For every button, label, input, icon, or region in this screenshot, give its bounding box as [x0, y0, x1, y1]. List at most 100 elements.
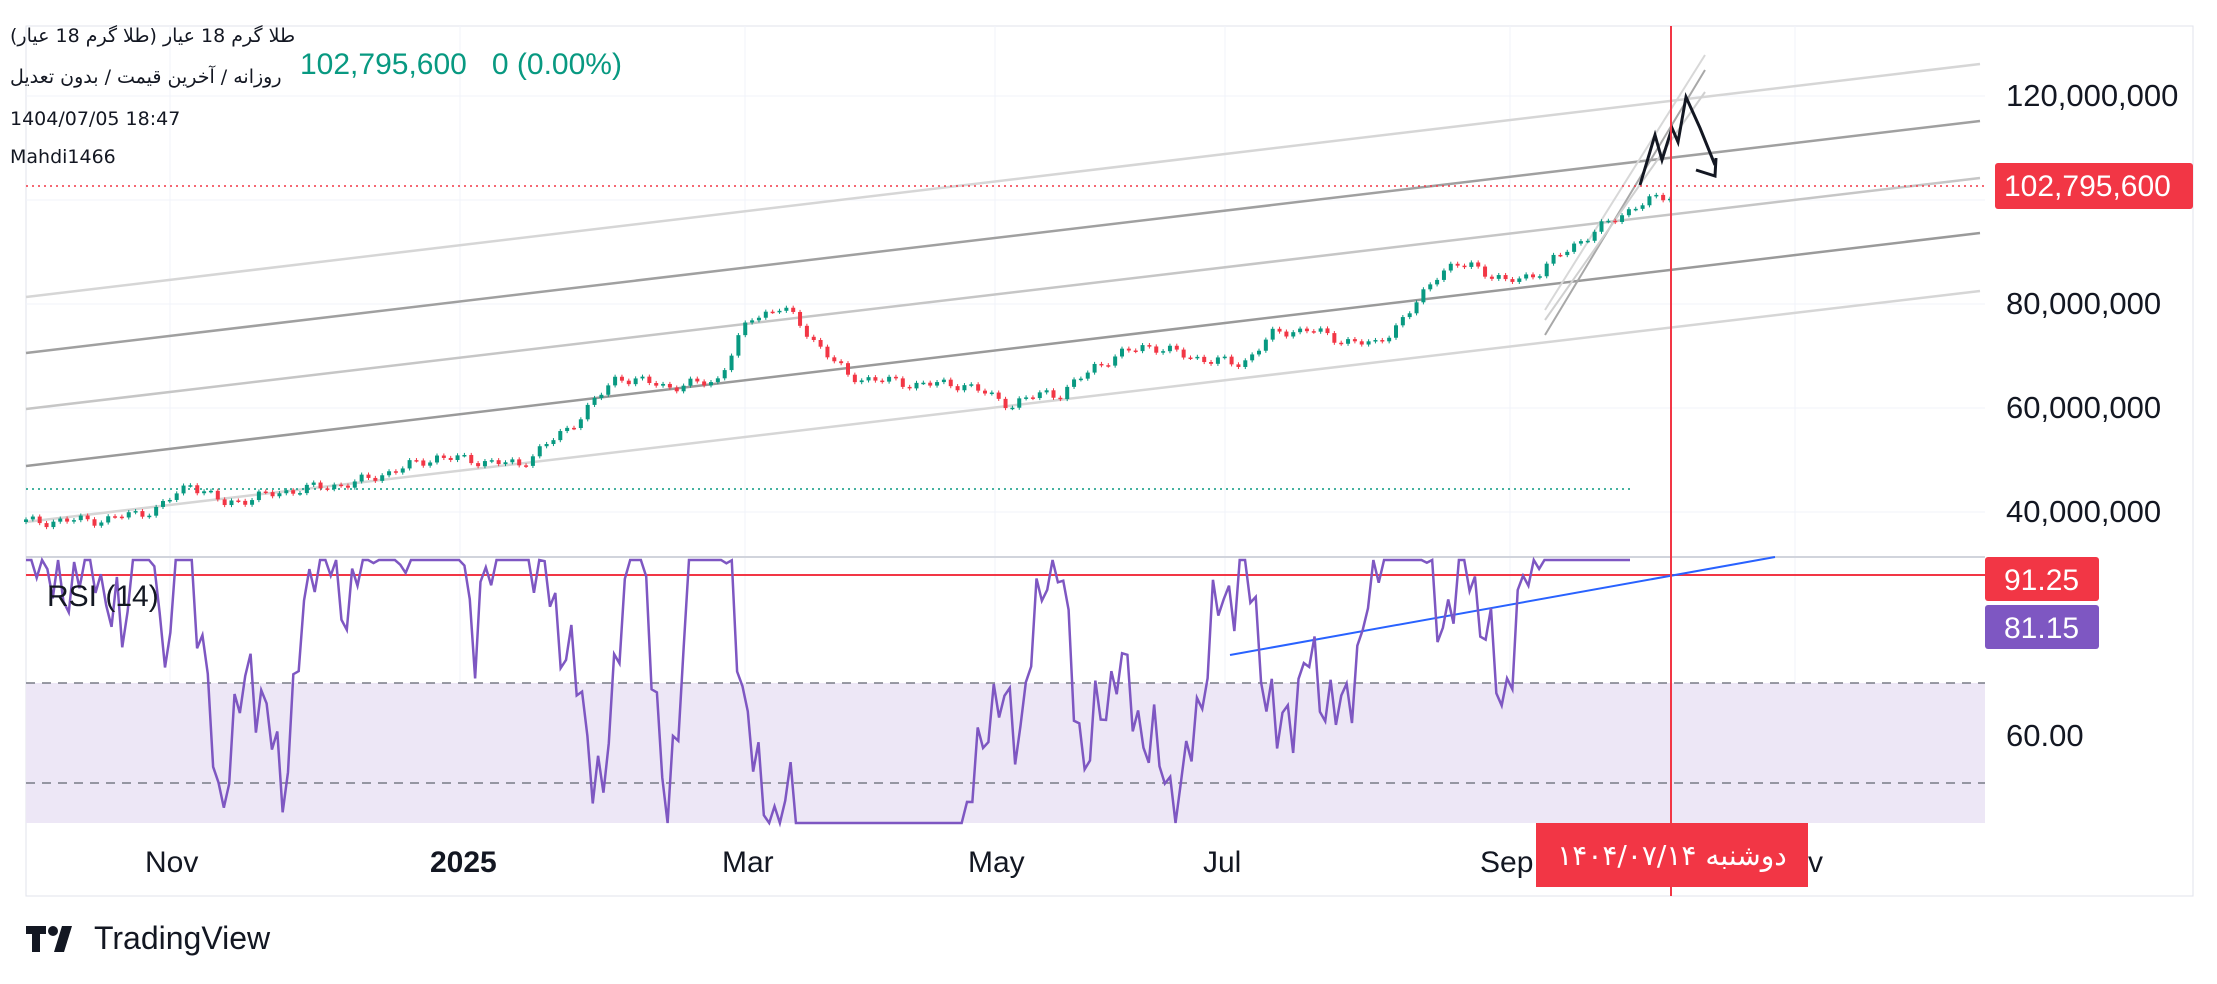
candle-body	[1085, 372, 1090, 379]
tradingview-brand: TradingView	[94, 920, 271, 956]
candle-body	[1647, 196, 1652, 206]
candle-body	[1551, 254, 1556, 264]
channel-upper-outer	[25, 62, 1981, 299]
rsi-title[interactable]: RSI (14)	[47, 580, 159, 613]
candle-body	[517, 459, 522, 466]
candle-body	[215, 490, 220, 500]
channel-middle	[25, 176, 1981, 411]
candle-body	[1311, 331, 1316, 333]
candle-body	[1606, 220, 1611, 223]
candle-body	[345, 485, 350, 488]
candle-body	[1537, 276, 1542, 278]
candle-body	[1517, 278, 1522, 282]
candle-body	[1524, 274, 1529, 279]
candle-body	[1531, 274, 1535, 278]
candle-body	[1469, 262, 1474, 267]
candle-body	[366, 474, 371, 478]
candle-body	[1304, 328, 1309, 332]
candle-body	[44, 523, 49, 528]
current-price-badge	[1995, 163, 2193, 209]
symbol-title[interactable]: طلا گرم 18 عیار (طلا گرم 18 عیار)	[10, 25, 296, 47]
candle-body	[1044, 390, 1049, 393]
candle-body	[1037, 392, 1042, 399]
rsi-current-value: 81.15	[2004, 612, 2079, 645]
candle-body	[1010, 407, 1015, 410]
tradingview-footer[interactable]: TradingView	[26, 920, 270, 957]
candle-body	[71, 520, 76, 522]
candle-body	[126, 512, 131, 518]
candle-body	[715, 378, 720, 383]
candle-body	[1558, 254, 1563, 257]
channel-lower-outer	[25, 289, 1981, 524]
candle-body	[839, 361, 844, 364]
candle-body	[887, 376, 892, 382]
candle-body	[1065, 386, 1070, 400]
candle-body	[208, 490, 213, 493]
candle-body	[1407, 313, 1412, 318]
candle-body	[859, 380, 864, 383]
steep-channel-2	[1544, 69, 1706, 336]
channel-upper	[25, 119, 1981, 355]
candle-body	[256, 491, 261, 501]
chart-frame	[25, 25, 2194, 897]
candle-body	[503, 462, 508, 465]
candle-body	[140, 511, 145, 517]
candle-body	[832, 357, 837, 362]
candle-body	[263, 491, 268, 494]
candle-body	[1489, 276, 1494, 279]
candle-body	[935, 382, 940, 386]
candle-body	[421, 460, 426, 466]
candle-body	[496, 460, 501, 465]
candle-body	[1599, 221, 1604, 232]
candle-body	[1394, 325, 1398, 338]
candle-body	[119, 516, 124, 519]
candle-body	[866, 377, 871, 381]
candle-body	[1435, 279, 1440, 285]
candle-body	[1154, 346, 1159, 353]
rsi-band	[26, 683, 1985, 823]
candle-body	[1476, 262, 1481, 267]
candle-body	[1544, 263, 1549, 277]
candle-body	[1448, 263, 1453, 271]
candle-body	[78, 515, 83, 521]
candle-body	[551, 440, 556, 445]
projection-arrowhead	[1695, 157, 1718, 179]
candle-body	[983, 390, 987, 394]
candle-body	[1661, 194, 1666, 201]
candle-body	[606, 385, 611, 395]
candle-body	[537, 446, 542, 457]
candle-body	[1284, 331, 1289, 337]
candle-body	[1620, 215, 1625, 222]
candle-body	[750, 320, 755, 323]
candle-body	[763, 311, 768, 318]
candle-body	[654, 383, 659, 386]
candle-body	[24, 519, 28, 522]
candle-body	[1092, 363, 1097, 373]
candle-body	[65, 518, 70, 522]
candle-body	[482, 461, 487, 467]
candle-body	[1626, 209, 1631, 216]
candle-body	[387, 471, 392, 476]
candle-body	[626, 380, 631, 385]
candle-body	[222, 499, 227, 506]
candle-body	[30, 516, 35, 520]
candle-body	[1133, 350, 1138, 353]
rsi-crosshair-badge	[1985, 557, 2099, 601]
candle-body	[250, 500, 255, 505]
candle-body	[743, 322, 748, 336]
candle-body	[161, 501, 165, 507]
candle-body	[702, 381, 707, 386]
candle-body	[51, 521, 56, 528]
candle-body	[229, 500, 234, 506]
candle-body	[188, 485, 193, 487]
candle-body	[373, 477, 378, 481]
candle-body	[106, 516, 111, 523]
candle-body	[674, 387, 679, 392]
candle-body	[92, 519, 97, 526]
candle-body	[873, 377, 878, 381]
candle-body	[811, 336, 816, 340]
x-tick-2025: 2025	[430, 846, 497, 879]
candle-body	[428, 462, 433, 466]
candle-body	[469, 454, 474, 464]
